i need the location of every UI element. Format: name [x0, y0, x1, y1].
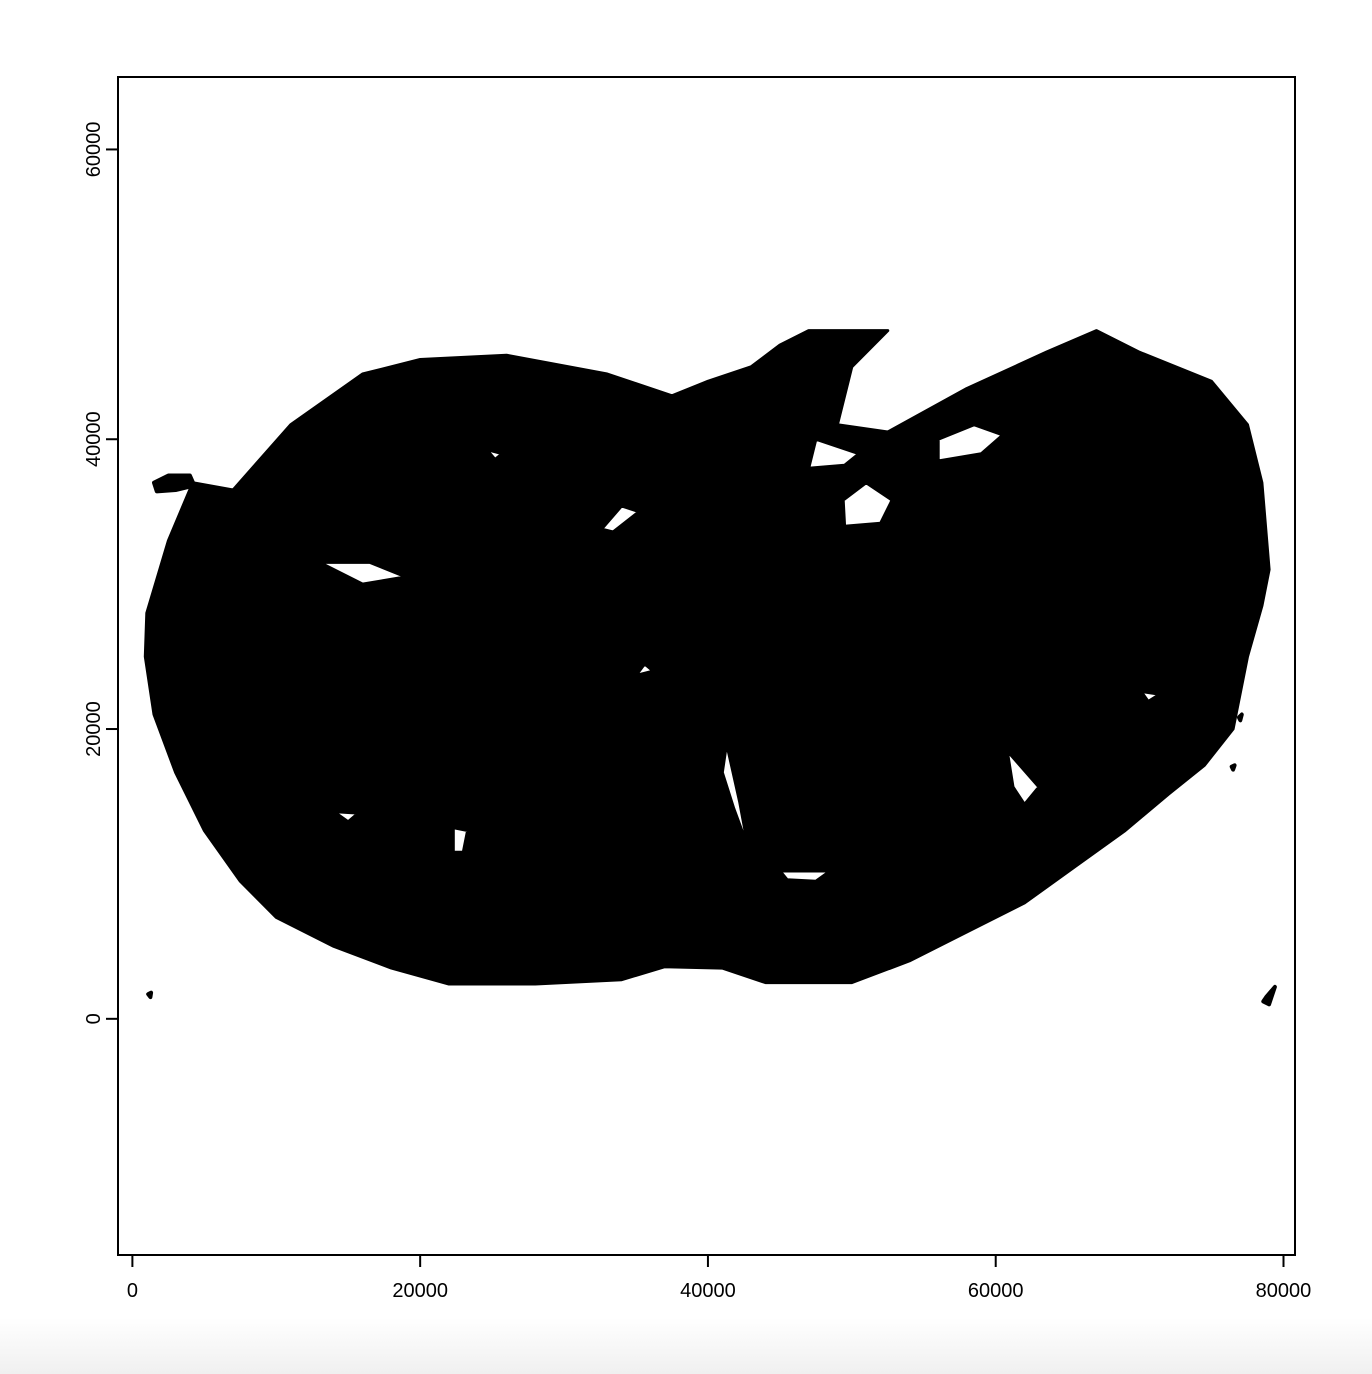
point-cluster	[1261, 984, 1277, 1007]
x-tick-label: 0	[127, 1280, 138, 1302]
x-tick-label: 40000	[680, 1280, 736, 1302]
point-cluster	[146, 990, 154, 1000]
x-tick-label: 20000	[392, 1280, 448, 1302]
y-tick-label: 60000	[83, 122, 105, 178]
x-axis: 0 20000 40000 60000 80000	[127, 1254, 1312, 1302]
x-tick-label: 60000	[968, 1280, 1024, 1302]
data-points	[143, 329, 1277, 1007]
point-cluster	[152, 473, 197, 494]
y-tick-label: 20000	[83, 701, 105, 757]
y-axis: 0 20000 40000 60000	[83, 122, 119, 1024]
point-cluster	[1229, 763, 1237, 772]
point-cloud-region	[143, 329, 1271, 986]
x-tick-label: 80000	[1256, 1280, 1312, 1302]
y-tick-label: 0	[83, 1013, 105, 1024]
y-tick-label: 40000	[83, 411, 105, 467]
window-bottom-bar	[0, 1318, 1372, 1374]
point-cluster	[1236, 712, 1244, 723]
